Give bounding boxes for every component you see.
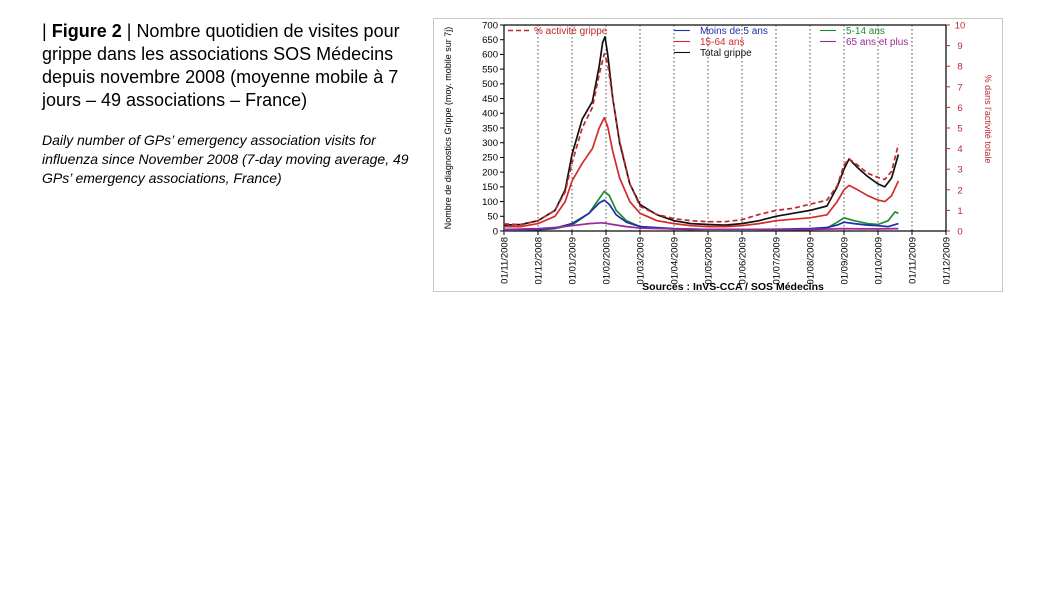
source-text: Sources : InVS-CCA / SOS Médecins <box>642 281 824 291</box>
x-tick-label: 01/11/2009 <box>908 237 919 284</box>
x-tick-label: 01/05/2009 <box>704 237 715 285</box>
x-tick-label: 01/10/2009 <box>874 237 885 285</box>
series-line-65-ans-et-plus <box>503 221 899 231</box>
y-tick-label: 0 <box>493 226 498 237</box>
x-tick-label: 01/09/2009 <box>840 237 851 285</box>
y2-tick-label: 3 <box>957 165 962 176</box>
y-tick-label: 450 <box>482 94 498 105</box>
legend-label: Moins de 5 ans <box>700 26 768 37</box>
legend-label: Total grippe <box>700 48 752 59</box>
legend-label: 65 ans et plus <box>846 37 908 48</box>
chart-figure: 0 50 100 150 200 250 300 350 400 450 500 550 600 650 7… <box>433 18 1003 292</box>
x-tick-label: 01/12/2009 <box>942 237 953 285</box>
figure-title-text: Nombre quotidien de visites pour grippe … <box>42 21 400 110</box>
y2-tick-label: 10 <box>955 21 966 32</box>
x-tick-label: 01/01/2009 <box>568 237 579 285</box>
x-tick-label: 01/04/2009 <box>670 237 681 285</box>
y-tick-label: 500 <box>482 79 498 90</box>
x-tick-label: 01/12/2008 <box>534 237 545 285</box>
figure-caption: | Figure 2 | Nombre quotidien de visites… <box>42 20 414 188</box>
x-tick-label: 01/07/2009 <box>772 237 783 285</box>
legend-label: 15-64 ans <box>700 37 744 48</box>
x-tick-label: 01/06/2009 <box>738 237 749 285</box>
y2-tick-label: 2 <box>957 185 962 196</box>
x-tick-label: 01/08/2009 <box>806 237 817 285</box>
y-tick-label: 250 <box>482 153 498 164</box>
y2-tick-label: 0 <box>957 227 962 238</box>
y-tick-label: 400 <box>482 109 498 120</box>
y-tick-label: 100 <box>482 197 498 208</box>
y-tick-label: 650 <box>482 35 498 46</box>
y2-tick-label: 7 <box>957 82 962 93</box>
pipe-left: | <box>42 21 47 41</box>
y-tick-label: 150 <box>482 182 498 193</box>
legend-label: 5-14 ans <box>846 26 885 37</box>
x-tick-label: 01/02/2009 <box>602 237 613 285</box>
y-tick-label: 50 <box>487 212 498 223</box>
line-chart: 0501001502002503003504004505005506006507… <box>443 20 993 291</box>
y2-tick-label: 1 <box>957 206 962 217</box>
x-tick-label: 01/11/2008 <box>500 237 511 284</box>
y-tick-label: 550 <box>482 64 498 75</box>
series-line-15-64-ans <box>504 116 900 228</box>
y2-tick-label: 8 <box>957 62 962 73</box>
figure-label: Figure 2 <box>51 21 122 41</box>
y-tick-label: 200 <box>482 167 498 178</box>
x-tick-label: 01/03/2009 <box>636 237 647 285</box>
y-tick-label: 350 <box>482 123 498 134</box>
y-tick-label: 600 <box>482 50 498 61</box>
legend-label: % activité grippe <box>534 26 608 37</box>
y2-tick-label: 6 <box>957 103 962 114</box>
y2-tick-label: 9 <box>957 41 962 52</box>
pipe-right: | <box>126 21 132 41</box>
y-tick-label: 300 <box>482 138 498 149</box>
figure-subtitle: Daily number of GPs’ emergency associati… <box>42 132 409 186</box>
y-axis-title: Nombre de diagnostics Grippe (moy. mobil… <box>443 27 453 229</box>
y2-axis-title: % dans l'activité totale <box>983 75 993 164</box>
series-line--activit-grippe <box>503 52 900 226</box>
y2-tick-label: 5 <box>957 124 962 135</box>
y2-tick-label: 4 <box>957 144 962 155</box>
figure-title: | Figure 2 | Nombre quotidien de visites… <box>42 20 414 112</box>
y-tick-label: 700 <box>482 20 498 31</box>
